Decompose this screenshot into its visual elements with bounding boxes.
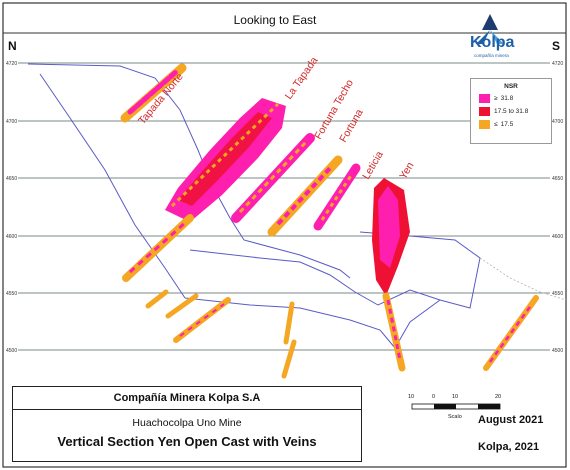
pit-outline-left-wall [39,73,186,299]
title-block-title: Vertical Section Yen Open Cast with Vein… [57,434,317,449]
pit-outline-upper [27,63,351,279]
footer-credit: Kolpa, 2021 [478,441,540,453]
legend-row-low: ≤ 17.5 [479,120,551,129]
logo-tagline: compañía minera [474,53,509,58]
elev-left-4720: 4720 [6,61,17,67]
vein-right-lower-high [488,303,534,363]
vein-yen-lower-high [386,299,402,361]
scale-tick-3: 20 [495,394,501,400]
scale-bar-segment-2 [478,404,500,409]
scale-tick-0: 10 [408,394,414,400]
elev-left-4700: 4700 [6,119,17,125]
label-leticia: Leticia [360,149,386,181]
legend-symbol-low: ≤ [494,121,498,128]
elev-right-4550: 4550 [552,291,563,297]
veins-layer [120,63,539,379]
legend-value-low: 17.5 [500,121,514,128]
vein-tapada-norte-high [127,69,179,115]
title-block-company: Compañía Minera Kolpa S.A [13,387,361,410]
legend-title: NSR [504,83,518,90]
vein-small-lens-1 [145,289,169,309]
vein-leticia [313,163,361,231]
elev-left-4600: 4600 [6,234,17,240]
scale-label: Scalo [448,414,462,420]
logo-name: Kolpa [470,34,515,51]
legend-row-mid: 17.5 to 31.8 [479,107,551,116]
elev-right-4700: 4700 [552,119,563,125]
vein-la-tapada-mid [178,112,272,206]
vein-small-lens-5 [281,339,297,379]
vein-fortuna [267,155,343,237]
vein-small-lens-3 [173,297,231,343]
pit-outline-ramp [394,299,441,349]
elev-right-4500: 4500 [552,348,563,354]
legend-value-mid: 17.5 to 31.8 [494,108,529,115]
title-block: Compañía Minera Kolpa S.A Huachocolpa Un… [12,386,362,462]
vein-la-tapada [165,98,286,222]
compass-north: N [8,39,17,53]
scale-bar-segment-1 [434,404,456,409]
vein-fortuna-high [276,164,334,226]
vein-small-lens-4 [283,301,295,345]
pit-outline-right [189,231,481,309]
view-label: Looking to East [234,13,317,27]
elevation-labels-left: 4720 4700 4650 4600 4550 4500 [6,61,17,354]
legend-swatch-mid [479,107,490,116]
label-fortuna: Fortuna [337,107,366,144]
vein-yen [372,178,410,372]
vein-yen-high [378,186,400,268]
vein-la-tapada-low [170,102,280,208]
scale-tick-1: 0 [432,394,435,400]
elev-left-4550: 4550 [6,291,17,297]
elev-left-4650: 4650 [6,176,17,182]
scale-tick-2: 10 [452,394,458,400]
compass-south: S [552,39,560,53]
legend-swatch-low [479,120,490,129]
nsr-legend: NSR ≥ 31.8 17.5 to 31.8 ≤ 17.5 [470,78,552,144]
elev-right-4600: 4600 [552,234,563,240]
vein-fortuna-techo-low [238,140,308,214]
kolpa-logo-icon [476,14,504,44]
vein-small-lens-2 [165,293,199,319]
elev-left-4500: 4500 [6,348,17,354]
label-la-tapada: La Tapada [283,55,321,102]
elevation-labels-right: 4720 4700 4650 4600 4550 4500 [552,61,563,354]
vein-fortuna-techo [231,133,315,223]
elevation-grid [18,62,550,351]
footer-date: August 2021 [478,414,544,426]
vein-tapada-norte [120,63,187,123]
elev-right-4720: 4720 [552,61,563,67]
legend-swatch-high [479,94,490,103]
pit-outline-bottom [184,297,396,349]
vein-lower-left [122,214,194,282]
legend-row-high: ≥ 31.8 [479,94,551,103]
legend-symbol-high: ≥ [494,95,498,102]
scale-bar: 10 0 10 20 Scalo [408,394,501,420]
legend-value-high: 31.8 [500,95,514,102]
elev-right-4650: 4650 [552,176,563,182]
title-block-mine: Huachocolpa Uno Mine [132,417,242,429]
vein-lower-left-high [129,220,187,274]
surface-extension [479,257,567,301]
vein-leticia-low [320,173,354,221]
